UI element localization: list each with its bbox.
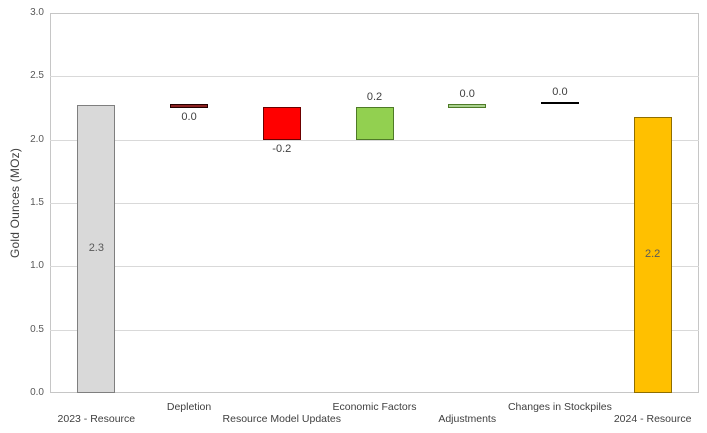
x-axis-label-resource-model-updates: Resource Model Updates: [222, 413, 342, 425]
bar-resource-model-updates: [262, 106, 301, 140]
y-tick-label-2-0: 2.0: [30, 133, 44, 145]
x-axis-label-economic-factors: Economic Factors: [332, 401, 417, 413]
y-tick-label-2-5: 2.5: [30, 70, 44, 82]
bar-adjustments: [448, 104, 487, 108]
y-tick-label-1-5: 1.5: [30, 197, 44, 208]
bar-changes-in-stockpiles: [540, 102, 579, 105]
value-label-2024-resource: 2.2: [644, 247, 661, 260]
gridline-2-5: [50, 76, 699, 78]
value-label-economic-factors: 0.2: [366, 90, 383, 103]
value-label-depletion: 0.0: [181, 111, 197, 123]
x-axis-label-2024-resource: 2024 - Resource: [613, 413, 692, 425]
x-axis-label-changes-in-stockpiles: Changes in Stockpiles: [507, 401, 612, 413]
value-label-2023-resource: 2.3: [88, 242, 104, 255]
gridline-2-0: [50, 139, 699, 141]
x-axis-label-depletion: Depletion: [166, 401, 212, 413]
y-tick-label-3-0: 3.0: [30, 7, 44, 18]
gridline-0-5: [50, 329, 699, 331]
y-tick-label-1-0: 1.0: [30, 260, 44, 272]
bar-2023-resource: [77, 105, 116, 393]
bar-economic-factors: [355, 106, 394, 140]
gridline-1-0: [50, 266, 699, 268]
bar-2024-resource: [633, 116, 672, 393]
x-axis-label-adjustments: Adjustments: [438, 413, 497, 425]
y-tick-label-0-5: 0.5: [30, 323, 44, 335]
y-tick-label-0-0: 0.0: [30, 387, 44, 398]
value-label-changes-in-stockpiles: 0.0: [552, 86, 568, 99]
value-label-adjustments: 0.0: [459, 88, 475, 101]
x-axis-label-2023-resource: 2023 - Resource: [57, 413, 136, 425]
bar-depletion: [170, 104, 209, 108]
gridline-1-5: [50, 203, 699, 204]
value-label-resource-model-updates: -0.2: [272, 142, 292, 155]
